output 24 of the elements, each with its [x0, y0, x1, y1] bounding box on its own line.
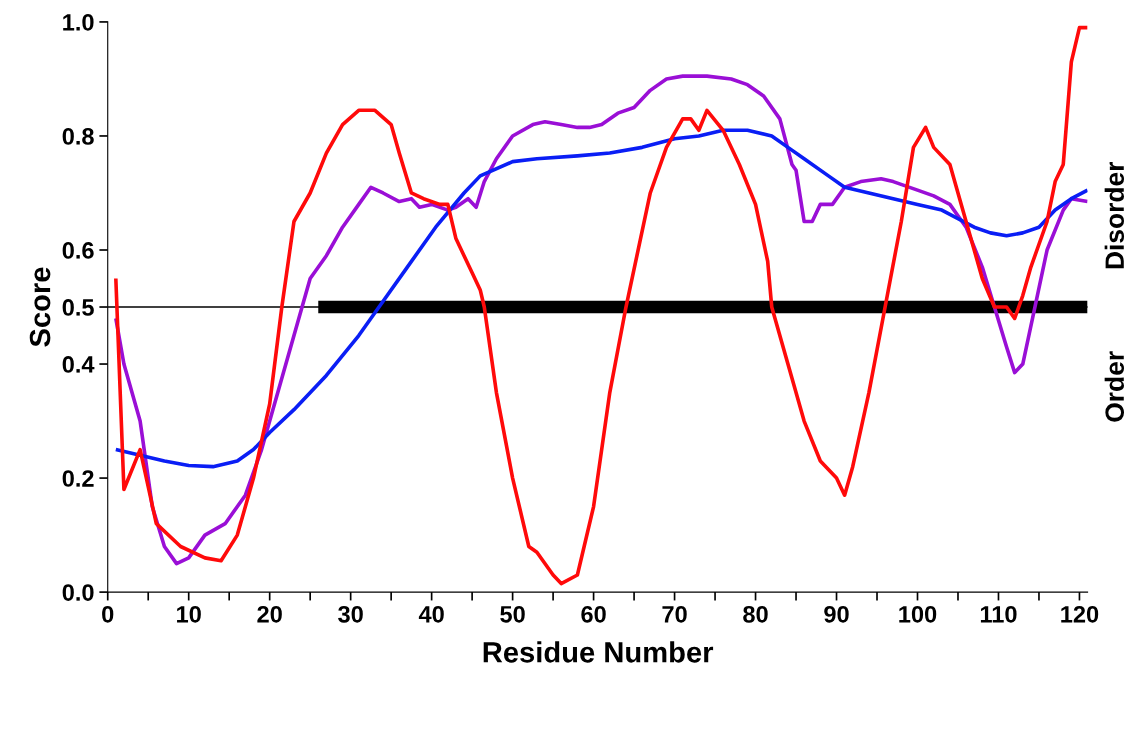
x-tick-label: 70	[662, 605, 687, 623]
x-tick-label: 90	[824, 605, 849, 623]
text: Disorder	[1104, 161, 1125, 269]
text: Order	[1104, 351, 1125, 422]
y-tick-label: 0.8	[62, 128, 94, 145]
x-tick-label: 20	[257, 605, 282, 623]
x-tick-label: 30	[338, 605, 363, 623]
x-tick-label: 100	[899, 605, 937, 623]
x-tick-label: 50	[500, 605, 525, 623]
x-tick-label: 40	[418, 605, 444, 623]
x-axis-title: Residue Number	[483, 641, 714, 663]
x-tick-label: 120	[1061, 605, 1099, 623]
y-axis-title: Score	[29, 267, 51, 347]
y-tick-label: 0.6	[62, 242, 94, 259]
x-tick-label: 0	[102, 605, 114, 623]
y-tick-label: 0.2	[62, 470, 94, 487]
x-tick-label: 10	[177, 605, 201, 623]
x-tick-label: 110	[980, 605, 1017, 623]
y-tick-label: 0.4	[62, 356, 95, 373]
y-tick-label: 0.5	[62, 299, 94, 316]
y-tick-label: 0.0	[62, 584, 94, 601]
x-tick-label: 80	[743, 605, 768, 623]
x-tick-label: 60	[581, 605, 606, 623]
y-tick-label: 1.0	[63, 14, 94, 31]
